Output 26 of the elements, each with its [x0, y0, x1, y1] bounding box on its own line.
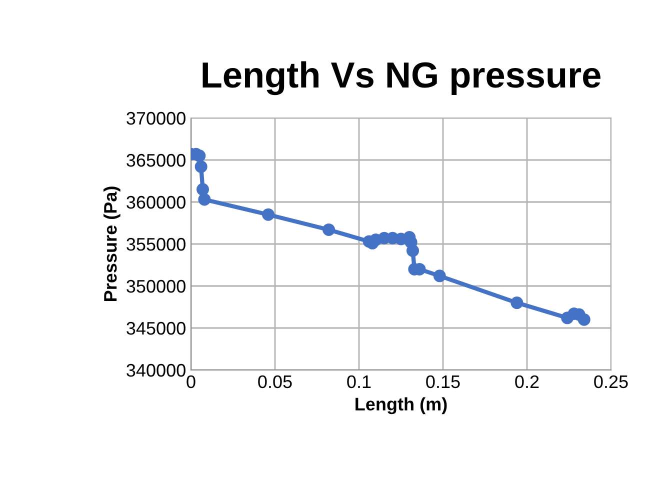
- y-axis-title: Pressure (Pa): [104, 186, 120, 301]
- point: [194, 160, 208, 173]
- point: [322, 223, 336, 236]
- point: [510, 296, 524, 310]
- point: [196, 183, 210, 196]
- y-tick-label: 355000: [126, 238, 186, 251]
- x-tick-label: 0.15: [426, 375, 460, 388]
- y-tick-label: 360000: [126, 196, 186, 209]
- y-tick-label: 340000: [126, 364, 186, 377]
- point: [262, 208, 275, 221]
- y-tick-label: 350000: [126, 280, 186, 293]
- point: [406, 244, 420, 257]
- point: [433, 270, 446, 282]
- y-tick-label: 370000: [126, 112, 186, 125]
- x-tick-label: 0.25: [594, 375, 628, 388]
- point: [198, 193, 211, 206]
- x-tick-label: 0: [186, 375, 196, 388]
- y-tick-label: 345000: [126, 322, 186, 335]
- x-tick-label: 0.2: [515, 375, 539, 388]
- y-tick-label: 365000: [126, 154, 186, 167]
- chart-title: Length Vs NG pressure: [202, 61, 600, 96]
- point: [578, 313, 590, 326]
- x-tick-label: 0.1: [347, 375, 371, 388]
- point: [193, 150, 206, 162]
- x-tick-label: 0.05: [258, 375, 292, 388]
- x-axis-title: Length (m): [356, 397, 447, 414]
